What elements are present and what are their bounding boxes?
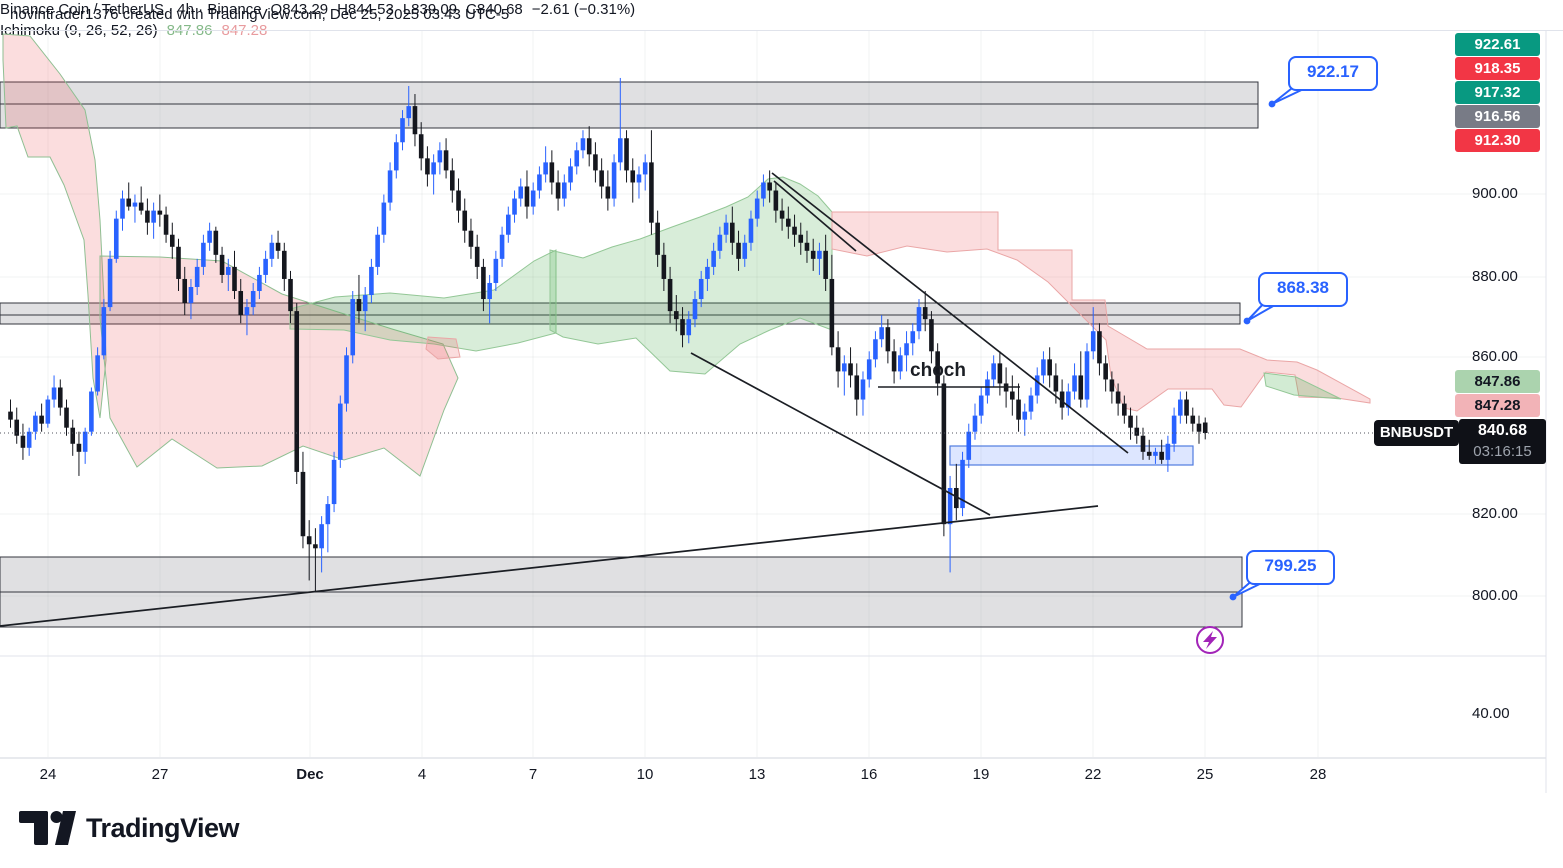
time-axis-label: 27	[151, 766, 169, 783]
current-price-tag: 840.68 03:16:15	[1459, 419, 1546, 464]
time-axis-label: 7	[528, 766, 538, 783]
ohlc-value: −2.61 (−0.31%)	[531, 1, 636, 18]
tradingview-logo[interactable]: TradingView	[18, 810, 240, 846]
time-axis-label: 10	[636, 766, 654, 783]
price-axis-tag: 917.32	[1455, 81, 1540, 104]
price-axis-label: 860.00	[1472, 348, 1518, 365]
price-axis-label: 40.00	[1472, 705, 1510, 722]
candles-layer	[8, 77, 1208, 593]
price-axis-tag: 922.61	[1455, 33, 1540, 56]
tradingview-logo-mark	[19, 811, 76, 845]
supply-demand-zones[interactable]	[0, 81, 1259, 628]
time-axis[interactable]: 24 27 Dec 4 7 10 13 16 19 22 25 28	[0, 758, 1546, 793]
trendlines-layer[interactable]	[0, 172, 1374, 627]
symbol-legend-row: Binance Coin / TetherUS · 4h · Binance O8…	[0, 0, 1563, 21]
price-callout-799[interactable]: 799.25	[1246, 550, 1335, 585]
demand-blue-box[interactable]	[949, 445, 1194, 466]
ohlc-value: H844.53	[337, 1, 394, 18]
symbol-price-tag: BNBUSDT	[1374, 420, 1459, 446]
price-axis-label: 820.00	[1472, 505, 1518, 522]
attribution-text: novintrader1376 created with TradingView…	[10, 6, 510, 23]
time-axis-label: 4	[417, 766, 427, 783]
lightning-icon[interactable]	[1196, 626, 1224, 654]
current-price-value: 840.68	[1478, 422, 1527, 439]
price-callout-922[interactable]: 922.17	[1288, 56, 1378, 91]
ichimoku-cloud	[2, 33, 1371, 477]
time-axis-label: 19	[972, 766, 990, 783]
price-axis-tag: 847.86	[1455, 370, 1540, 393]
callout-tails	[1229, 84, 1313, 601]
price-axis-tag: 912.30	[1455, 129, 1540, 152]
time-axis-label: 24	[39, 766, 57, 783]
price-axis-label: 900.00	[1472, 185, 1518, 202]
price-axis-label: 800.00	[1472, 587, 1518, 604]
price-axis-tag: 916.56	[1455, 105, 1540, 128]
price-callout-868[interactable]: 868.38	[1258, 272, 1348, 307]
price-axis-tag: 847.28	[1455, 394, 1540, 417]
candle-countdown: 03:16:15	[1473, 443, 1532, 460]
price-axis[interactable]: 922.61 918.35 917.32 916.56 912.30 847.86 847.…	[1447, 30, 1563, 758]
tradingview-logo-text: TradingView	[86, 812, 240, 843]
symbol-title: Binance Coin / TetherUS · 4h · Binance	[0, 1, 262, 18]
ohlc-value: L839.09	[402, 1, 458, 18]
ohlc-values: O843.29 H844.53 L839.09 C840.68 −2.61 (−0.31…	[262, 1, 636, 18]
price-axis-tag: 918.35	[1455, 57, 1540, 80]
time-axis-label: 28	[1309, 766, 1327, 783]
header-divider	[0, 30, 1563, 31]
time-axis-label: Dec	[296, 766, 324, 783]
misc-layer	[0, 30, 1547, 793]
time-axis-label: 25	[1196, 766, 1214, 783]
price-axis-label: 880.00	[1472, 268, 1518, 285]
choch-annotation[interactable]: choch	[910, 360, 966, 381]
time-axis-label: 13	[748, 766, 766, 783]
time-axis-label: 22	[1084, 766, 1102, 783]
ohlc-value: O843.29	[270, 1, 329, 18]
time-axis-label: 16	[860, 766, 878, 783]
ohlc-value: C840.68	[466, 1, 523, 18]
